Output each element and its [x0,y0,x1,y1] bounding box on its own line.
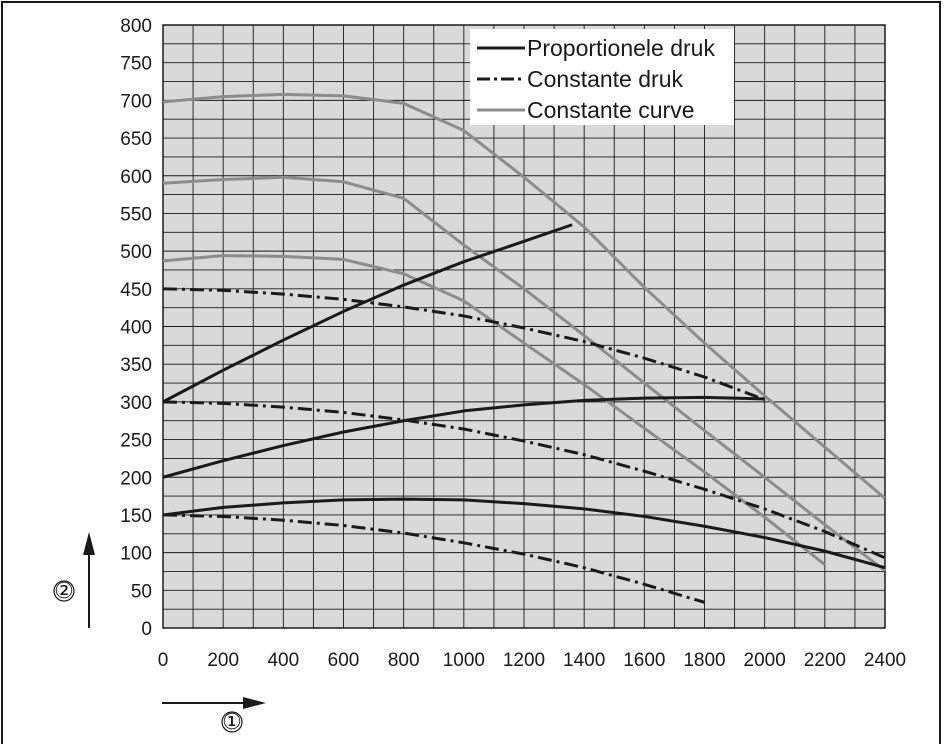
y-tick-label: 650 [120,129,152,150]
series-line-constante-curve [162,92,886,500]
x-tick-label: 1000 [443,650,485,671]
y-tick-label: 450 [120,280,152,301]
legend: Proportionele druk Constante druk Consta… [470,29,734,125]
x-tick-label: 2000 [744,650,786,671]
series-line-proportionele-druk [162,395,765,479]
x-tick-label: 200 [207,650,239,671]
y-tick-label: 250 [120,431,152,452]
y-marker-circle [53,580,75,602]
y-tick-labels: 0 50 100 150 200 250 300 350 400 450 500 550 600 650 7… [120,16,152,640]
legend-label-constante-druk: Constante druk [527,66,683,92]
y-tick-label: 150 [120,506,152,527]
series-line-constante-druk [162,287,766,402]
x-tick-label: 2400 [864,650,906,671]
series-line-constante-curve [162,175,886,572]
legend-label-proportionele-druk: Proportionele druk [527,35,715,61]
x-tick-label: 1600 [623,650,665,671]
up-arrow-icon [83,532,95,555]
y-tick-label: 500 [120,242,152,263]
y-tick-label: 200 [120,468,152,489]
x-tick-label: 0 [158,650,169,671]
y-tick-label: 700 [120,91,152,112]
y-tick-label: 400 [120,318,152,339]
x-tick-label: 600 [328,650,360,671]
series-line-constante-druk [162,400,886,560]
y-tick-label: 50 [131,581,152,602]
y-tick-label: 0 [141,619,152,640]
x-axis-marker-label: ① [222,710,242,735]
y-tick-label: 100 [120,544,152,565]
x-tick-label: 400 [267,650,299,671]
x-tick-label: 1800 [683,650,725,671]
x-tick-labels: 0 200 400 600 800 1000 1200 1400 1600 1800 2000 220… [158,650,906,671]
y-axis-marker: ② [53,532,95,628]
series-line-proportionele-druk [162,497,886,570]
y-tick-label: 550 [120,204,152,225]
legend-label-constante-curve: Constante curve [527,97,694,123]
series-line-constante-druk [162,513,705,604]
y-axis-marker-label: ② [54,579,74,604]
x-tick-label: 1400 [563,650,605,671]
y-tick-label: 600 [120,167,152,188]
y-tick-label: 800 [120,16,152,37]
x-tick-label: 2200 [804,650,846,671]
y-tick-label: 350 [120,355,152,376]
x-tick-label: 800 [388,650,420,671]
right-arrow-icon [243,697,266,709]
x-axis-marker: ① [162,697,266,735]
y-tick-label: 750 [120,54,152,75]
series-layer [162,92,886,604]
series-line-proportionele-druk [162,223,573,404]
y-tick-label: 300 [120,393,152,414]
x-tick-label: 1200 [503,650,545,671]
x-marker-circle [221,711,243,733]
